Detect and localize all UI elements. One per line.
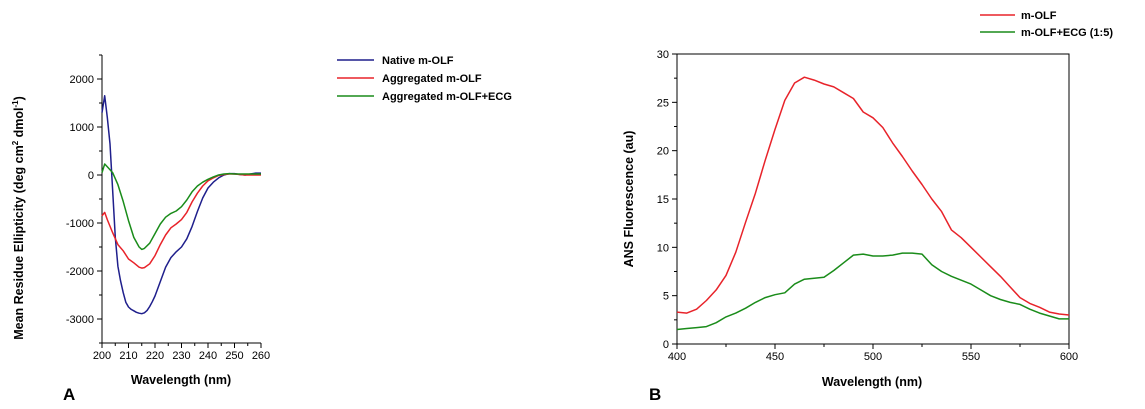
a-y-tick-label: 2000 — [70, 74, 94, 86]
b-series-group — [676, 76, 1070, 331]
a-y-tick-label: -1000 — [66, 218, 94, 230]
a-x-tick-label: 220 — [146, 350, 164, 362]
a-series-line-1 — [101, 95, 261, 315]
b-y-tick-label: 0 — [663, 339, 669, 351]
a-y-tick-label: -2000 — [66, 266, 94, 278]
a-legend-label-3: Aggregated m-OLF+ECG — [382, 91, 512, 103]
a-x-axis-title: Wavelength (nm) — [131, 373, 231, 387]
a-series-group — [101, 95, 261, 315]
a-legend-label-1: Native m-OLF — [382, 55, 454, 67]
a-x-tick-label: 260 — [252, 350, 270, 362]
a-y-axis-title: Mean Residue Ellipticity (deg cm2 dmol-1… — [11, 96, 26, 340]
a-y-tick-label: 1000 — [70, 122, 94, 134]
panel-label-b: B — [649, 385, 661, 404]
b-x-axis: 400 450 500 550 600 — [668, 53, 1078, 363]
a-legend: Native m-OLF Aggregated m-OLF Aggregated m… — [337, 55, 512, 103]
b-y-tick-label: 30 — [657, 49, 669, 61]
a-x-tick-label: 230 — [172, 350, 190, 362]
b-x-tick-label: 400 — [668, 351, 686, 363]
b-y-tick-label: 5 — [663, 291, 669, 303]
panel-label-a: A — [63, 385, 75, 404]
b-x-axis-title: Wavelength (nm) — [822, 375, 922, 389]
b-x-tick-label: 500 — [864, 351, 882, 363]
a-legend-label-2: Aggregated m-OLF — [382, 73, 482, 85]
panel-b: 400 450 500 550 600 0 5 10 15 20 25 30 m-OLF m-OLF+… — [622, 10, 1113, 404]
a-series-line-2 — [101, 173, 261, 269]
b-legend: m-OLF m-OLF+ECG (1:5) — [980, 10, 1113, 39]
a-x-tick-label: 240 — [199, 350, 217, 362]
b-legend-label-1: m-OLF — [1021, 10, 1057, 22]
b-y-axis: 0 5 10 15 20 25 30 — [657, 49, 677, 351]
b-series-line-1 — [676, 76, 1070, 316]
b-y-axis-title: ANS Fluorescence (au) — [622, 131, 636, 268]
a-x-axis: 200 210 220 230 240 250 260 — [93, 342, 270, 362]
a-y-tick-label: -3000 — [66, 314, 94, 326]
b-plot-frame — [676, 53, 1070, 345]
b-y-tick-label: 20 — [657, 146, 669, 158]
b-legend-label-2: m-OLF+ECG (1:5) — [1021, 27, 1113, 39]
a-y-tick-label: 0 — [88, 170, 94, 182]
b-x-tick-label: 600 — [1060, 351, 1078, 363]
b-x-tick-label: 550 — [962, 351, 980, 363]
a-series-line-3 — [101, 163, 261, 251]
a-x-tick-label: 200 — [93, 350, 111, 362]
a-x-tick-label: 250 — [225, 350, 243, 362]
b-series-line-2 — [676, 252, 1069, 331]
panel-a: 200 210 220 230 240 250 260 -3000 -2000 -1000 0 10… — [11, 54, 512, 404]
b-y-tick-label: 25 — [657, 97, 669, 109]
b-y-tick-label: 10 — [657, 242, 669, 254]
a-x-tick-label: 210 — [119, 350, 137, 362]
b-x-tick-label: 450 — [766, 351, 784, 363]
a-y-axis: -3000 -2000 -1000 0 1000 2000 — [66, 54, 103, 344]
b-y-tick-label: 15 — [657, 194, 669, 206]
